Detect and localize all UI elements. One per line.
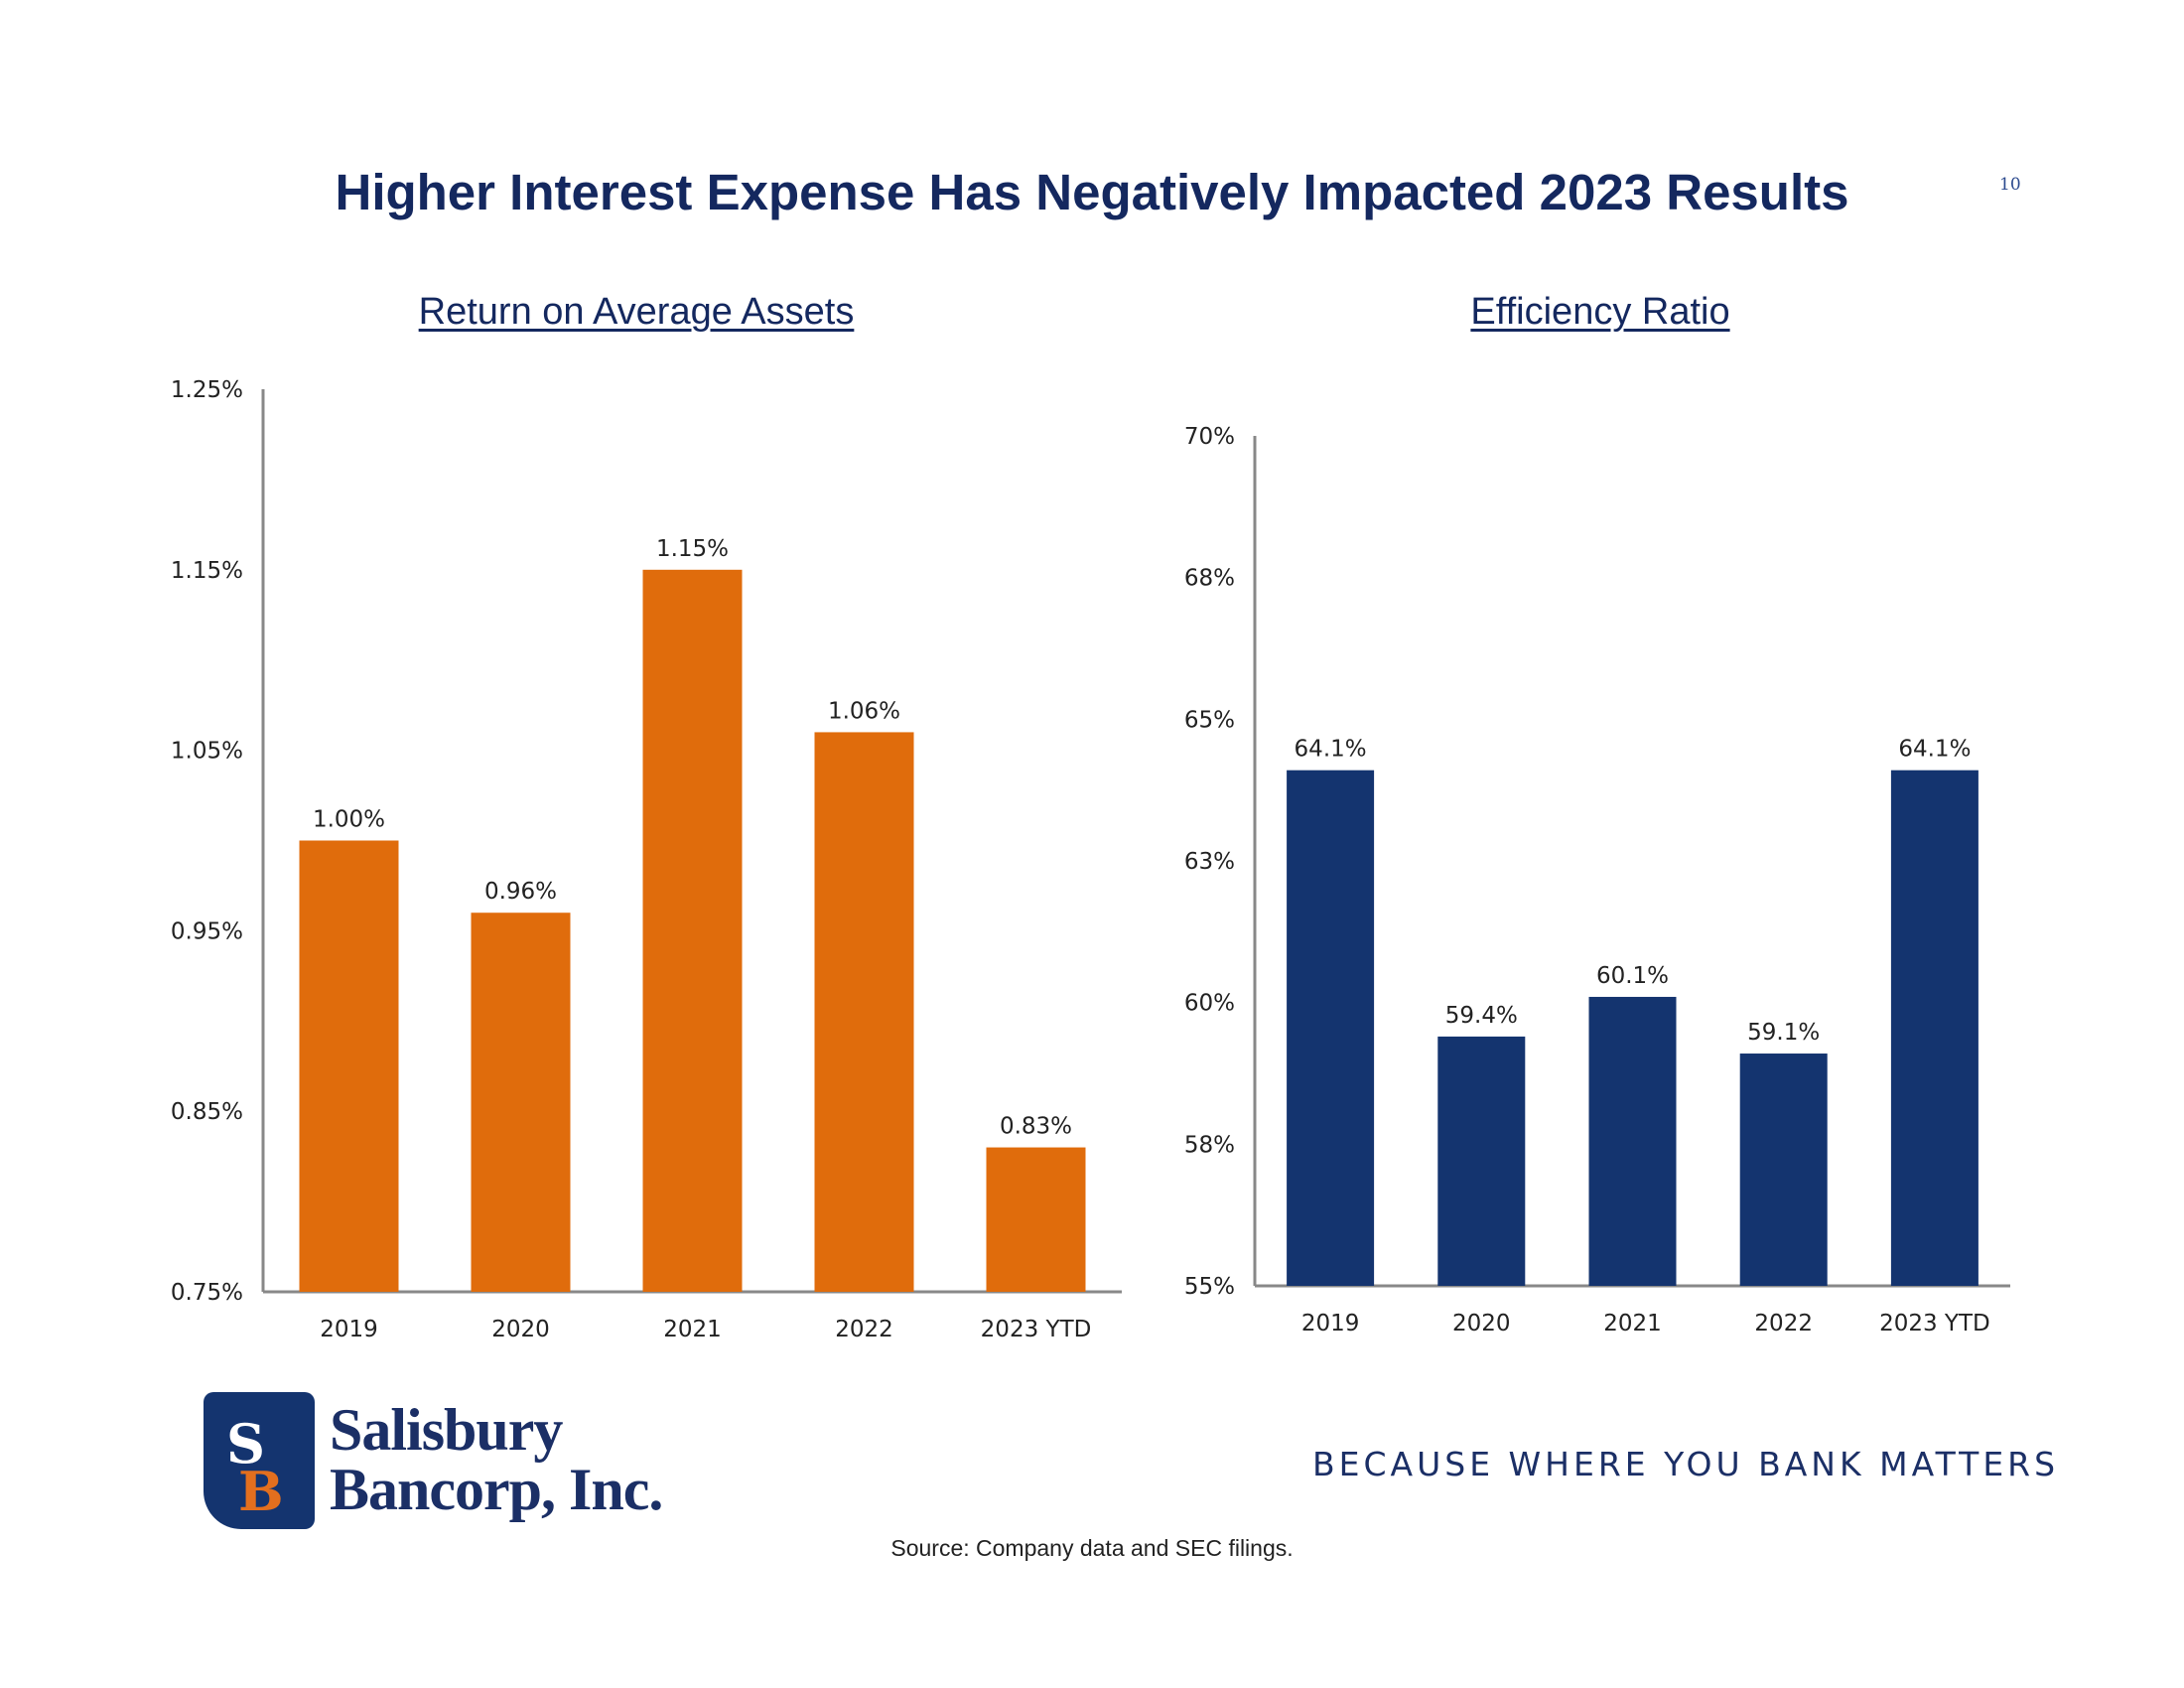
efficiency-x-tick-label: 2023 YTD	[1879, 1311, 1990, 1336]
efficiency-bar	[1588, 996, 1677, 1286]
roaa-x-tick-label: 2019	[320, 1317, 378, 1342]
roaa-bar	[299, 840, 399, 1292]
roaa-data-label: 1.00%	[313, 807, 385, 833]
efficiency-x-tick-label: 2022	[1754, 1311, 1813, 1336]
slide-title: Higher Interest Expense Has Negatively I…	[335, 164, 1849, 220]
page-number: 10	[1999, 175, 2021, 195]
roaa-y-tick-label: 0.85%	[171, 1099, 243, 1125]
roaa-bar	[814, 732, 914, 1292]
tagline: BECAUSE WHERE YOU BANK MATTERS	[1312, 1445, 2060, 1483]
efficiency-data-label: 64.1%	[1898, 737, 1971, 763]
efficiency-bar	[1890, 770, 1979, 1286]
efficiency-x-tick-label: 2019	[1301, 1311, 1360, 1336]
roaa-y-tick-label: 0.75%	[171, 1280, 243, 1306]
roaa-x-tick-label: 2022	[835, 1317, 893, 1342]
efficiency-bar	[1437, 1036, 1526, 1286]
logo-name-line1: Salisbury	[330, 1397, 563, 1463]
efficiency-data-label: 59.1%	[1747, 1020, 1820, 1046]
logo-monogram-b: B	[238, 1460, 284, 1523]
roaa-y-tick-label: 0.95%	[171, 918, 243, 944]
roaa-x-tick-label: 2020	[491, 1317, 550, 1342]
efficiency-y-tick-label: 60%	[1184, 991, 1235, 1017]
roaa-x-tick-label: 2021	[663, 1317, 722, 1342]
logo-monogram-box	[204, 1392, 315, 1529]
roaa-x-tick-label: 2023 YTD	[981, 1317, 1092, 1342]
roaa-y-tick-label: 1.15%	[171, 558, 243, 584]
logo-name-line2: Bancorp, Inc.	[330, 1457, 663, 1522]
roaa-bar	[471, 913, 571, 1292]
efficiency-y-tick-label: 70%	[1184, 424, 1235, 450]
efficiency-y-tick-label: 65%	[1184, 707, 1235, 733]
efficiency-data-label: 60.1%	[1596, 963, 1669, 989]
efficiency-x-tick-label: 2021	[1603, 1311, 1662, 1336]
roaa-chart-title: Return on Average Assets	[418, 291, 855, 333]
roaa-bar	[642, 569, 743, 1292]
efficiency-y-tick-label: 63%	[1184, 849, 1235, 875]
source-note: Source: Company data and SEC filings.	[890, 1535, 1294, 1561]
efficiency-y-tick-label: 55%	[1184, 1274, 1235, 1300]
roaa-y-tick-label: 1.25%	[171, 377, 243, 403]
efficiency-data-label: 64.1%	[1295, 737, 1367, 763]
efficiency-data-label: 59.4%	[1445, 1003, 1518, 1029]
roaa-y-tick-label: 1.05%	[171, 739, 243, 765]
logo-monogram-s: S	[226, 1412, 265, 1476]
efficiency-y-tick-label: 68%	[1184, 566, 1235, 592]
efficiency-y-tick-label: 58%	[1184, 1132, 1235, 1158]
efficiency-bar	[1739, 1054, 1828, 1286]
roaa-data-label: 0.96%	[484, 879, 557, 905]
roaa-data-label: 1.06%	[828, 698, 900, 724]
efficiency-bar	[1287, 770, 1375, 1286]
efficiency-chart-title: Efficiency Ratio	[1470, 291, 1730, 333]
efficiency-x-tick-label: 2020	[1452, 1311, 1511, 1336]
roaa-bar	[986, 1147, 1086, 1292]
roaa-data-label: 0.83%	[1000, 1114, 1072, 1140]
roaa-data-label: 1.15%	[656, 536, 729, 562]
